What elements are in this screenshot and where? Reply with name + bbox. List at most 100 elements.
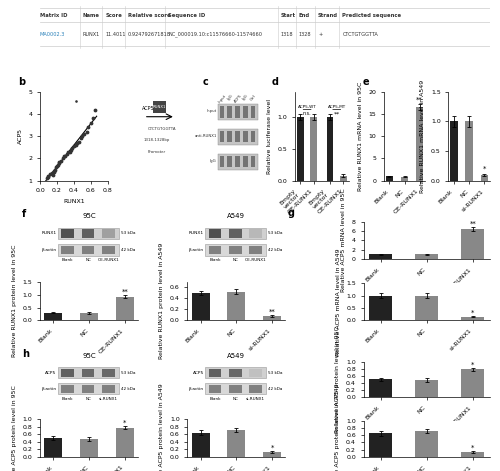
Bar <box>466 122 473 181</box>
Text: OE-RUNX1: OE-RUNX1 <box>98 258 119 262</box>
Point <box>52 163 60 171</box>
Text: ACP5: ACP5 <box>142 106 154 111</box>
Y-axis label: Relative RUNX1 protein level in 95C: Relative RUNX1 protein level in 95C <box>12 245 17 357</box>
Bar <box>62 229 74 237</box>
Text: NC: NC <box>85 258 91 262</box>
Text: 53 kDa: 53 kDa <box>120 231 135 236</box>
Point <box>63 150 71 158</box>
Point <box>80 130 88 138</box>
Point <box>62 153 70 160</box>
Bar <box>235 106 240 118</box>
Text: A549: A549 <box>228 212 246 219</box>
Bar <box>416 107 424 181</box>
Bar <box>340 176 347 181</box>
Point <box>84 123 92 131</box>
Bar <box>102 246 115 254</box>
Bar <box>250 246 262 254</box>
Bar <box>228 131 232 142</box>
Text: ACP5-MT: ACP5-MT <box>328 105 346 109</box>
Bar <box>243 156 248 167</box>
Text: **: ** <box>416 97 423 103</box>
Y-axis label: Relative luciferase level: Relative luciferase level <box>266 99 272 174</box>
Bar <box>116 428 134 457</box>
Text: 11.4011: 11.4011 <box>105 32 126 37</box>
Bar <box>62 369 74 377</box>
Text: *: * <box>482 166 486 172</box>
Text: *: * <box>471 362 474 368</box>
Bar <box>229 385 242 393</box>
Bar <box>250 369 262 377</box>
Bar <box>370 433 392 457</box>
Y-axis label: Relative RUNX1 protein level in A549: Relative RUNX1 protein level in A549 <box>159 243 164 359</box>
Point <box>72 97 80 105</box>
Bar <box>82 246 94 254</box>
Text: NC: NC <box>232 258 238 262</box>
Bar <box>386 176 393 181</box>
Text: d: d <box>272 76 278 87</box>
Bar <box>102 369 115 377</box>
Point <box>44 173 52 181</box>
Text: 53 kDa: 53 kDa <box>268 371 282 375</box>
Bar <box>44 438 62 457</box>
Bar <box>228 156 232 167</box>
Text: MA0002.3: MA0002.3 <box>40 32 66 37</box>
Text: n.s.: n.s. <box>303 111 312 116</box>
Bar <box>58 383 118 394</box>
Point <box>91 106 99 114</box>
Point <box>90 115 98 122</box>
Point <box>53 162 61 170</box>
Text: Blank: Blank <box>210 397 221 401</box>
Point <box>70 142 78 150</box>
Text: β-actin: β-actin <box>189 387 204 391</box>
Point <box>50 168 58 176</box>
Bar <box>58 367 118 378</box>
Text: 53 kDa: 53 kDa <box>268 231 282 236</box>
Bar <box>82 385 94 393</box>
Point <box>72 141 80 149</box>
Text: ACP5: ACP5 <box>192 371 204 375</box>
Bar <box>80 439 98 457</box>
Text: *: * <box>123 420 126 426</box>
Bar <box>228 430 246 457</box>
Text: 1318: 1318 <box>281 32 293 37</box>
Bar <box>450 122 458 181</box>
Point <box>78 132 86 140</box>
Text: Blank: Blank <box>62 397 74 401</box>
Text: 42 kDa: 42 kDa <box>120 248 135 252</box>
Bar <box>243 106 248 118</box>
Bar <box>116 297 134 320</box>
Text: CTCTGTGGTTA: CTCTGTGGTTA <box>148 127 176 131</box>
Y-axis label: Relative ACP5 protein level in A549: Relative ACP5 protein level in A549 <box>159 383 164 471</box>
Y-axis label: Relative ACP5 mRNA level in 95C: Relative ACP5 mRNA level in 95C <box>342 188 346 292</box>
Text: si-RUNX1: si-RUNX1 <box>99 397 118 401</box>
Text: NC: NC <box>232 397 238 401</box>
Text: β-actin: β-actin <box>189 248 204 252</box>
Point <box>51 166 59 173</box>
Text: 53 kDa: 53 kDa <box>120 371 135 375</box>
Bar <box>229 369 242 377</box>
Bar <box>250 229 262 237</box>
Bar <box>250 385 262 393</box>
Point <box>44 172 52 180</box>
Bar <box>220 131 224 142</box>
Bar <box>220 156 224 167</box>
Bar <box>416 431 438 457</box>
Bar <box>218 129 258 145</box>
Text: Blank: Blank <box>62 258 74 262</box>
Bar <box>82 369 94 377</box>
Bar <box>416 296 438 320</box>
Text: Relative score: Relative score <box>128 13 170 18</box>
Text: IgG: IgG <box>242 94 250 101</box>
Bar <box>58 227 118 239</box>
Text: ACP5: ACP5 <box>46 371 56 375</box>
Point <box>59 154 67 162</box>
Text: *: * <box>471 310 474 316</box>
Text: Promoter: Promoter <box>148 150 166 154</box>
Text: NC: NC <box>85 397 91 401</box>
Text: RUNX1: RUNX1 <box>83 32 100 37</box>
Bar <box>58 244 118 256</box>
Point <box>48 169 56 177</box>
Bar <box>480 175 488 181</box>
Bar <box>462 317 484 320</box>
Bar <box>235 131 240 142</box>
